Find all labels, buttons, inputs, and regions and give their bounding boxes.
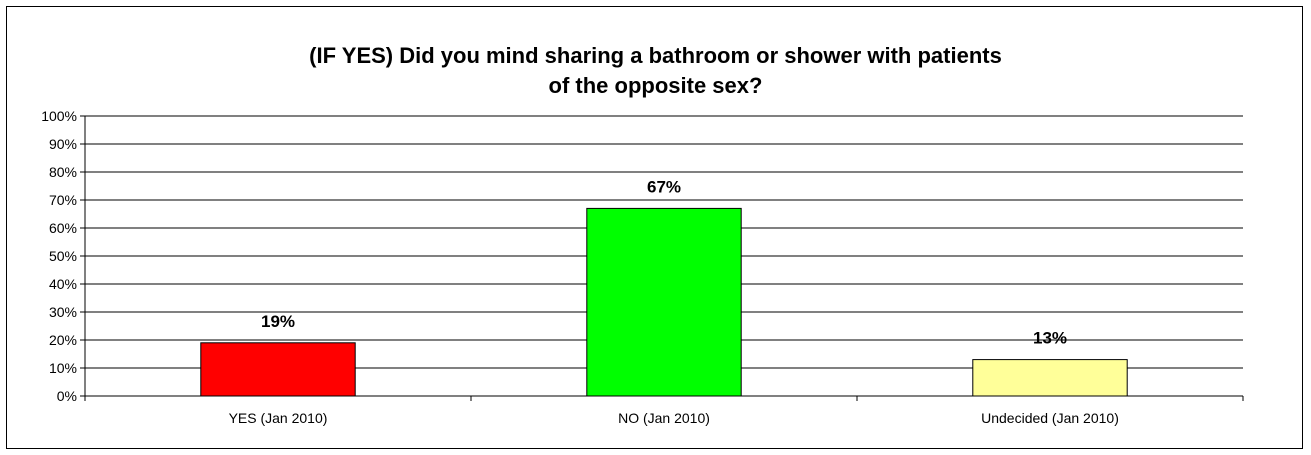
y-tick-label: 30%	[49, 304, 77, 320]
chart-title-line-2: of the opposite sex?	[548, 73, 763, 98]
y-tick-label: 60%	[49, 220, 77, 236]
bar-value-label: 13%	[1033, 329, 1067, 348]
y-tick-label: 90%	[49, 136, 77, 152]
y-tick-label: 0%	[57, 388, 77, 404]
x-category-label: NO (Jan 2010)	[618, 410, 710, 426]
bar-value-label: 67%	[647, 177, 681, 196]
chart-title: (IF YES) Did you mind sharing a bathroom…	[7, 41, 1304, 101]
y-axis: 0% 10% 20% 30% 40% 50% 60% 70% 80% 90% 100%	[41, 108, 86, 404]
y-tick-label: 40%	[49, 276, 77, 292]
x-axis: YES (Jan 2010) NO (Jan 2010) Undecided (Ja…	[84, 395, 1244, 426]
bar-chart-plot: 0% 10% 20% 30% 40% 50% 60% 70% 80% 90% 100% 19% 67%…	[41, 108, 1244, 426]
y-tick-label: 70%	[49, 192, 77, 208]
x-category-label: Undecided (Jan 2010)	[981, 410, 1119, 426]
bar-2	[972, 359, 1128, 397]
x-category-label: YES (Jan 2010)	[229, 410, 328, 426]
bar-0	[200, 342, 356, 397]
bars: 19% 67% 13%	[200, 177, 1128, 397]
chart-frame: (IF YES) Did you mind sharing a bathroom…	[6, 6, 1303, 449]
bar-value-label: 19%	[261, 312, 295, 331]
chart-title-line-1: (IF YES) Did you mind sharing a bathroom…	[309, 43, 1002, 68]
y-tick-label: 20%	[49, 332, 77, 348]
y-tick-label: 10%	[49, 360, 77, 376]
bar-1	[586, 207, 742, 397]
y-tick-label: 80%	[49, 164, 77, 180]
y-tick-label: 100%	[41, 108, 77, 124]
y-tick-label: 50%	[49, 248, 77, 264]
